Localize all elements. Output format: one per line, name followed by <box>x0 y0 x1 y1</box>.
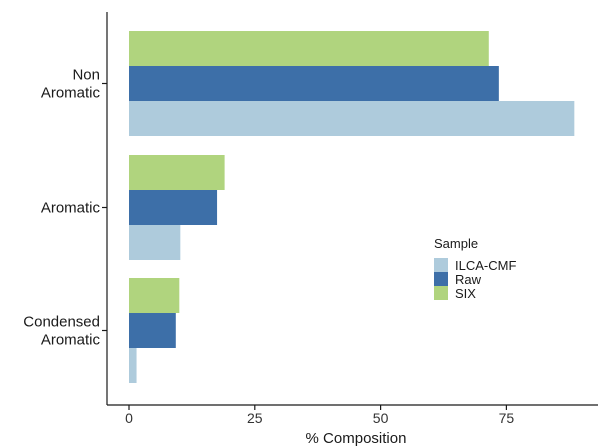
bar-six-non-aromatic <box>129 31 489 66</box>
bar-six-condensed-aromatic <box>129 278 180 313</box>
bar-six-aromatic <box>129 155 225 190</box>
bar-ilca-cmf-aromatic <box>129 225 181 260</box>
bar-raw-non-aromatic <box>129 66 499 101</box>
legend-swatch-raw <box>434 272 448 286</box>
x-tick-label: 50 <box>373 410 389 426</box>
bar-ilca-cmf-non-aromatic <box>129 101 575 136</box>
legend-label-ilca-cmf: ILCA-CMF <box>455 258 516 273</box>
x-tick-label: 0 <box>125 410 133 426</box>
y-category-label: Aromatic <box>41 85 101 102</box>
y-category-label: Aromatic <box>41 200 101 217</box>
legend-label-raw: Raw <box>455 272 482 287</box>
bars-layer <box>129 31 575 383</box>
y-category-label: Non <box>72 67 100 84</box>
x-tick-label: 75 <box>499 410 515 426</box>
x-tick-label: 25 <box>247 410 263 426</box>
legend-swatch-ilca-cmf <box>434 258 448 272</box>
x-axis-title: % Composition <box>306 430 407 447</box>
bar-ilca-cmf-condensed-aromatic <box>129 348 137 383</box>
y-category-label: Aromatic <box>41 332 101 349</box>
legend-title: Sample <box>434 236 478 251</box>
legend-label-six: SIX <box>455 286 476 301</box>
y-category-label: Condensed <box>23 314 100 331</box>
x-ticks-layer: 0 25 50 75 <box>125 405 514 426</box>
legend-swatch-six <box>434 286 448 300</box>
bar-raw-condensed-aromatic <box>129 313 176 348</box>
bar-raw-aromatic <box>129 190 218 225</box>
